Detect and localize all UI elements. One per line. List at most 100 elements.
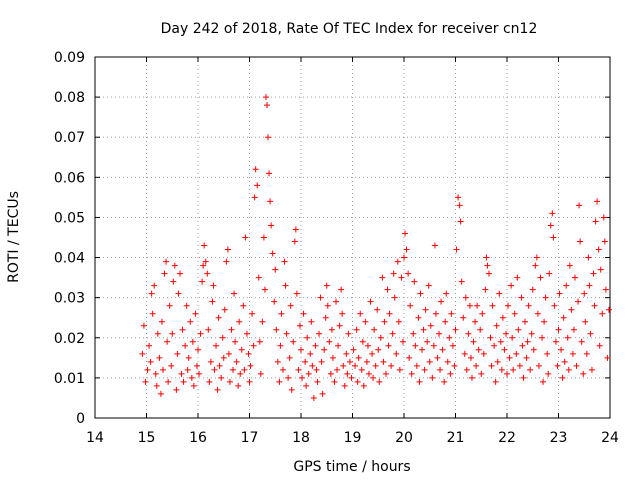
data-point — [269, 250, 276, 257]
data-point — [395, 318, 402, 325]
data-point — [175, 290, 182, 297]
data-point — [522, 318, 529, 325]
data-point — [420, 326, 427, 333]
data-point — [591, 302, 598, 309]
data-point — [220, 354, 227, 361]
data-point — [272, 266, 279, 273]
x-tick-label: 17 — [241, 430, 259, 446]
data-point — [371, 326, 378, 333]
data-point — [183, 302, 190, 309]
y-tick-label: 0.07 — [54, 130, 85, 146]
data-point — [240, 302, 247, 309]
data-point — [390, 270, 397, 277]
data-point — [578, 338, 585, 345]
data-point — [372, 362, 379, 369]
x-tick-label: 23 — [550, 430, 568, 446]
data-point — [575, 298, 582, 305]
data-point — [357, 310, 364, 317]
data-point — [317, 294, 324, 301]
data-point — [278, 310, 285, 317]
data-point — [223, 258, 230, 265]
data-point — [449, 342, 456, 349]
data-point — [185, 354, 192, 361]
data-point — [329, 354, 336, 361]
data-point — [563, 282, 570, 289]
data-point — [470, 338, 477, 345]
data-point — [302, 358, 309, 365]
data-point — [551, 302, 558, 309]
x-tick-label: 16 — [189, 430, 207, 446]
data-point — [241, 366, 248, 373]
data-point — [166, 302, 173, 309]
data-point — [314, 378, 321, 385]
data-point — [296, 322, 303, 329]
data-point — [499, 314, 506, 321]
data-point — [235, 382, 242, 389]
data-point — [174, 350, 181, 357]
data-point — [176, 270, 183, 277]
data-point — [271, 298, 278, 305]
data-point — [456, 202, 463, 209]
data-point — [293, 290, 300, 297]
data-point — [419, 346, 426, 353]
data-point — [254, 182, 261, 189]
data-point — [300, 310, 307, 317]
data-point — [213, 342, 220, 349]
data-point — [298, 346, 304, 353]
data-point — [473, 362, 480, 369]
data-point — [168, 362, 175, 369]
data-point — [216, 362, 223, 369]
data-point — [375, 346, 382, 353]
data-point — [406, 354, 413, 361]
data-point — [402, 230, 409, 237]
data-point — [340, 362, 347, 369]
data-point — [180, 378, 187, 385]
data-point — [524, 338, 531, 345]
data-point — [546, 270, 553, 277]
data-point — [595, 246, 602, 253]
data-point — [501, 346, 508, 353]
data-point — [506, 354, 513, 361]
data-point — [494, 358, 501, 365]
data-point — [544, 350, 551, 357]
data-point — [483, 254, 490, 261]
data-point — [391, 294, 398, 301]
data-point — [374, 306, 381, 313]
data-point — [228, 326, 235, 333]
data-point — [221, 306, 228, 313]
data-point — [510, 366, 517, 373]
data-point — [146, 342, 153, 349]
data-point — [345, 330, 352, 337]
data-point — [245, 350, 252, 357]
y-tick-label: 0.05 — [54, 210, 85, 226]
data-point — [210, 282, 217, 289]
data-point — [218, 374, 225, 381]
data-point — [153, 382, 160, 389]
data-point — [452, 326, 459, 333]
data-point — [380, 358, 387, 365]
y-tick-label: 0.06 — [54, 170, 85, 186]
data-point — [509, 334, 516, 341]
data-point — [163, 258, 170, 265]
data-point — [425, 282, 432, 289]
data-point — [434, 354, 441, 361]
data-point — [237, 370, 244, 377]
data-point — [336, 322, 343, 329]
data-point — [344, 370, 351, 377]
data-point — [365, 370, 372, 377]
x-tick-label: 15 — [138, 430, 156, 446]
data-point — [487, 334, 494, 341]
data-point — [568, 306, 575, 313]
data-point — [431, 242, 438, 249]
data-point — [285, 374, 292, 381]
data-point — [491, 342, 498, 349]
data-point — [555, 326, 562, 333]
data-point — [493, 322, 500, 329]
data-point — [585, 254, 592, 261]
data-point — [251, 194, 258, 201]
data-point — [388, 362, 395, 369]
data-point — [319, 390, 326, 397]
data-point — [405, 270, 412, 277]
data-point — [226, 378, 233, 385]
